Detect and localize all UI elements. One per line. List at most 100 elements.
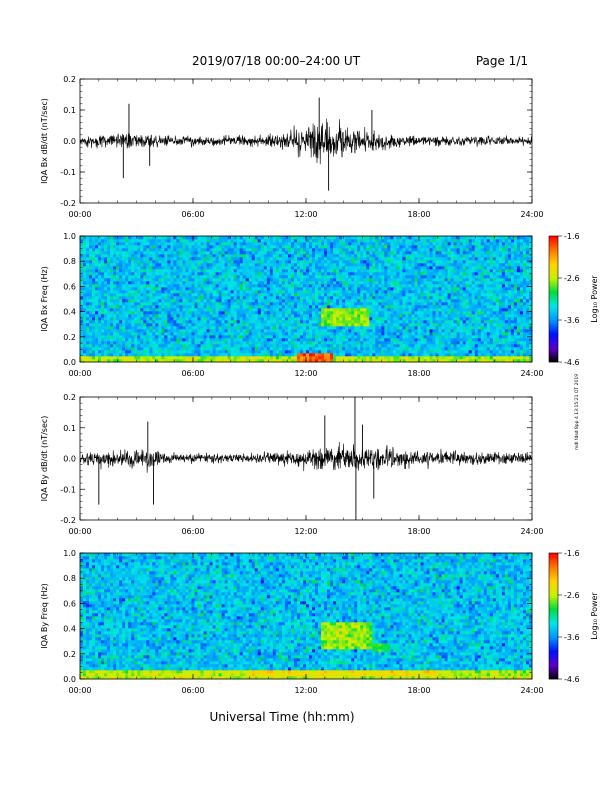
spectrogram-cell <box>363 308 367 312</box>
spectrogram-cell <box>306 266 310 270</box>
spectrogram-cell <box>251 281 256 285</box>
spectrogram-cell <box>309 284 313 288</box>
spectrogram-cell <box>281 275 286 279</box>
spectrogram-cell <box>140 353 144 357</box>
spectrogram-cell <box>336 332 340 336</box>
spectrogram-cell <box>369 263 373 267</box>
spectrogram-cell <box>423 293 427 297</box>
spectrogram-cell <box>405 266 409 270</box>
spectrogram-cell <box>89 251 93 255</box>
spectrogram-cell <box>164 266 168 270</box>
spectrogram-cell <box>351 347 355 351</box>
spectrogram-cell <box>110 281 114 285</box>
spectrogram-cell <box>122 284 126 288</box>
spectrogram-cell <box>315 296 319 300</box>
spectrogram-cell <box>218 290 222 294</box>
spectrogram-cell <box>417 251 421 255</box>
spectrogram-cell <box>206 248 210 252</box>
spectrogram-cell <box>206 284 210 288</box>
spectrogram-cell <box>95 305 99 309</box>
spectrogram-cell <box>206 242 210 246</box>
spectrogram-cell <box>414 350 418 354</box>
spectrogram-cell <box>101 254 105 258</box>
spectrogram-cell <box>203 248 207 252</box>
spectrogram-cell <box>275 290 280 294</box>
spectrogram-cell <box>393 266 397 270</box>
spectrogram-cell <box>185 302 189 306</box>
panels-group: -0.2-0.10.00.10.200:00 06:00 12:00 18:00 24:… <box>40 75 599 695</box>
spectrogram-cell <box>324 344 328 348</box>
spectrogram-cell <box>426 359 430 363</box>
spectrogram-cell <box>242 293 247 297</box>
spectrogram-cell <box>272 275 277 279</box>
spectrogram-cell <box>263 326 268 330</box>
spectrogram-cell <box>324 326 328 330</box>
spectrogram-cell <box>269 359 274 363</box>
spectrogram-cell <box>351 326 355 330</box>
spectrogram-cell <box>396 296 400 300</box>
spectrogram-cell <box>236 359 240 363</box>
spectrogram-cell <box>351 296 355 300</box>
spectrogram-cell <box>191 263 195 267</box>
spectrogram-cell <box>366 296 370 300</box>
spectrogram-cell <box>167 254 171 258</box>
spectrogram-cell <box>113 359 117 363</box>
spectrogram-cell <box>381 257 385 261</box>
spectrogram-cell <box>113 284 117 288</box>
spectrogram-cell <box>215 344 219 348</box>
spectrogram-cell <box>173 266 177 270</box>
spectrogram-cell <box>266 323 271 327</box>
spectrogram-cell <box>161 257 165 261</box>
spectrogram-cell <box>185 293 189 297</box>
spectrogram-cell <box>146 320 150 324</box>
spectrogram-cell <box>161 263 165 267</box>
spectrogram-cell <box>312 323 316 327</box>
spectrogram-cell <box>185 344 189 348</box>
spectrogram-cell <box>260 251 265 255</box>
spectrogram-cell <box>86 359 90 363</box>
spectrogram-cell <box>318 326 322 330</box>
spectrogram-cell <box>227 266 231 270</box>
spectrogram-cell <box>339 332 343 336</box>
spectrogram-cell <box>245 353 250 357</box>
spectrogram-cell <box>185 275 189 279</box>
spectrogram-cell <box>369 269 373 273</box>
spectrogram-cell <box>233 359 237 363</box>
spectrogram-cell <box>290 323 295 327</box>
spectrogram-cell <box>161 296 165 300</box>
spectrogram-cell <box>372 278 376 282</box>
spectrogram-cell <box>170 356 174 360</box>
spectrogram-cell <box>212 281 216 285</box>
spectrogram-cell <box>221 329 225 333</box>
spectrogram-cell <box>119 347 123 351</box>
spectrogram-cell <box>293 329 298 333</box>
spectrogram-cell <box>134 341 138 345</box>
spectrogram-cell <box>254 359 259 363</box>
spectrogram-cell <box>402 308 406 312</box>
spectrogram-cell <box>83 269 87 273</box>
spectrogram-cell <box>143 245 147 249</box>
spectrogram-cell <box>209 332 213 336</box>
spectrogram-cell <box>239 296 244 300</box>
spectrogram-cell <box>290 359 295 363</box>
spectrogram-cell <box>116 281 120 285</box>
spectrogram-cell <box>263 329 268 333</box>
spectrogram-cell <box>396 290 400 294</box>
spectrogram-cell <box>194 275 198 279</box>
spectrogram-cell <box>375 296 379 300</box>
spectrogram-cell <box>372 245 376 249</box>
spectrogram-cell <box>80 284 84 288</box>
spectrogram-cell <box>290 242 295 246</box>
spectrogram-cell <box>396 278 400 282</box>
spectrogram-cell <box>119 278 123 282</box>
spectrogram-cell <box>384 356 388 360</box>
spectrogram-cell <box>242 281 247 285</box>
spectrogram-cell <box>399 356 403 360</box>
spectrogram-cell <box>245 302 250 306</box>
spectrogram-cell <box>155 308 159 312</box>
spectrogram-cell <box>113 260 117 264</box>
spectrogram-cell <box>209 353 213 357</box>
spectrogram-cell <box>203 290 207 294</box>
spectrogram-cell <box>83 326 87 330</box>
spectrogram-cell <box>104 335 108 339</box>
